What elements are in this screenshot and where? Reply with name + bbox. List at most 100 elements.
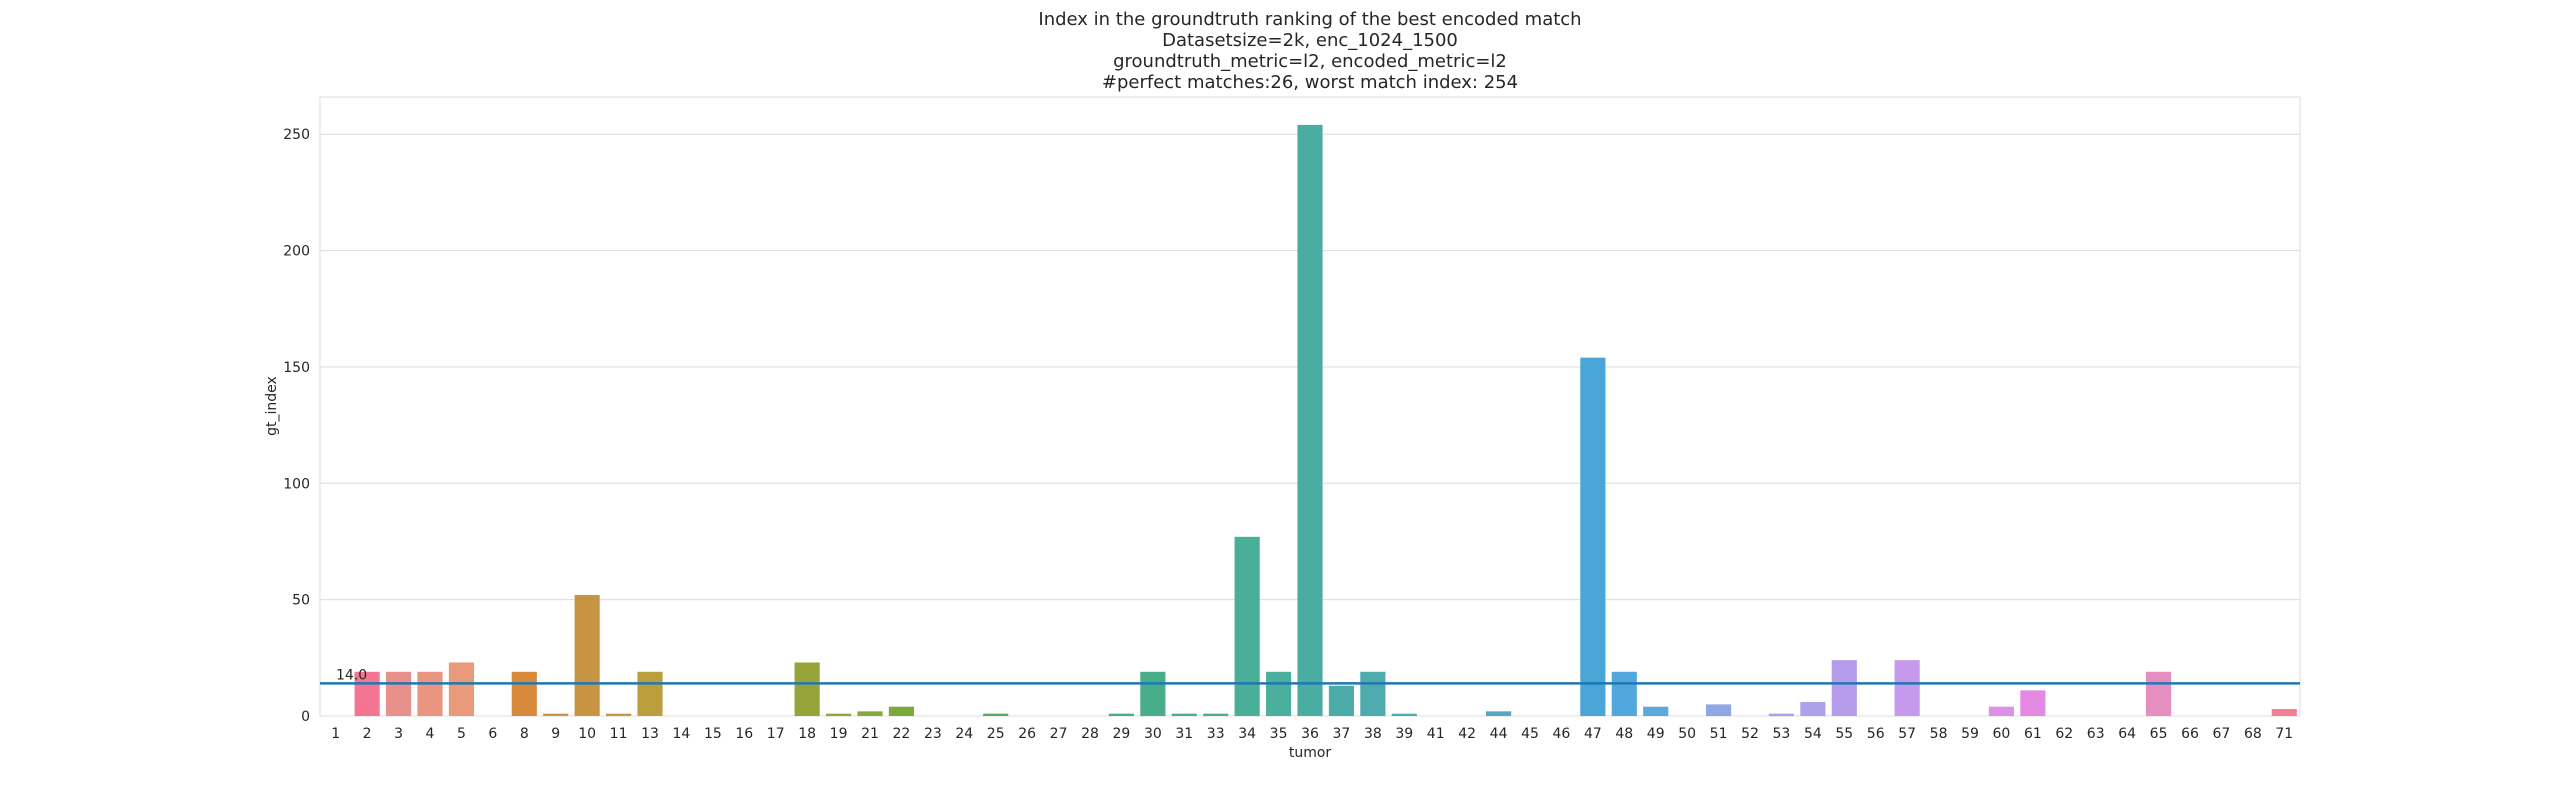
bar-tumor-21	[857, 711, 883, 716]
x-tick-label: 66	[2181, 726, 2199, 742]
bar-tumor-49	[1643, 706, 1669, 716]
bar-tumor-60	[1988, 706, 2014, 716]
bar-tumor-4	[417, 671, 443, 716]
bar-tumor-48	[1611, 671, 1637, 716]
y-gridlines	[320, 133, 2300, 717]
x-tick-label: 42	[1458, 726, 1476, 742]
bar-tumor-57	[1894, 660, 1920, 716]
x-tick-label: 11	[610, 726, 628, 742]
x-tick-label: 1	[331, 726, 340, 742]
x-tick-label: 16	[735, 726, 753, 742]
x-tick-label: 60	[1993, 726, 2011, 742]
x-tick-label: 47	[1584, 726, 1602, 742]
bar-tumor-8	[511, 671, 537, 716]
bar-tumor-11	[606, 713, 632, 716]
bar-tumor-5	[448, 662, 474, 716]
x-tick-label: 4	[426, 726, 435, 742]
bar-tumor-39	[1391, 713, 1417, 716]
x-tick-label: 3	[394, 726, 403, 742]
title-line-3: groundtruth_metric=l2, encoded_metric=l2	[1113, 51, 1507, 72]
x-tick-label: 39	[1395, 726, 1413, 742]
bar-tumor-13	[637, 671, 663, 716]
x-tick-label: 41	[1427, 726, 1445, 742]
bar-tumor-9	[543, 713, 569, 716]
x-tick-label: 34	[1238, 726, 1256, 742]
x-tick-label: 26	[1018, 726, 1036, 742]
x-tick-label: 15	[704, 726, 722, 742]
x-tick-labels: 1 2 3 4 5 6 8 9 10 11 13 14 15 16 17 18 19 21 22 23 24 25 26 27…	[331, 726, 2293, 742]
x-tick-label: 56	[1867, 726, 1885, 742]
x-tick-label: 65	[2150, 726, 2168, 742]
bar-tumor-10	[574, 594, 600, 716]
bar-tumor-44	[1486, 711, 1512, 716]
bar-tumor-22	[888, 706, 914, 716]
x-tick-label: 51	[1710, 726, 1728, 742]
bar-tumor-53	[1768, 713, 1794, 716]
bar-tumor-38	[1360, 671, 1386, 716]
y-tick-label: 50	[292, 593, 310, 609]
bar-tumor-55	[1831, 660, 1857, 716]
x-tick-label: 52	[1741, 726, 1759, 742]
y-axis-label: gt_index	[264, 376, 280, 436]
bar-tumor-37	[1328, 685, 1354, 716]
x-tick-label: 57	[1898, 726, 1916, 742]
x-tick-label: 8	[520, 726, 529, 742]
title-line-4: #perfect matches:26, worst match index: …	[1102, 72, 1518, 93]
x-tick-label: 62	[2055, 726, 2073, 742]
bar-tumor-18	[794, 662, 820, 716]
x-tick-label: 9	[551, 726, 560, 742]
x-tick-label: 59	[1961, 726, 1979, 742]
x-tick-label: 49	[1647, 726, 1665, 742]
bar-tumor-34	[1234, 536, 1260, 716]
x-tick-label: 29	[1113, 726, 1131, 742]
x-tick-label: 14	[673, 726, 691, 742]
x-tick-label: 5	[457, 726, 466, 742]
x-tick-label: 28	[1081, 726, 1099, 742]
bar-tumor-51	[1706, 704, 1732, 716]
x-tick-label: 54	[1804, 726, 1822, 742]
x-tick-label: 48	[1615, 726, 1633, 742]
x-tick-label: 30	[1144, 726, 1162, 742]
bar-tumor-30	[1140, 671, 1166, 716]
x-tick-label: 36	[1301, 726, 1319, 742]
x-tick-label: 27	[1050, 726, 1068, 742]
y-tick-label: 100	[283, 476, 310, 492]
x-tick-label: 64	[2118, 726, 2136, 742]
bar-tumor-35	[1266, 671, 1292, 716]
x-tick-label: 44	[1490, 726, 1508, 742]
x-tick-label: 10	[578, 726, 596, 742]
x-tick-label: 23	[924, 726, 942, 742]
x-tick-label: 38	[1364, 726, 1382, 742]
x-tick-label: 31	[1175, 726, 1193, 742]
x-tick-label: 24	[955, 726, 973, 742]
y-tick-label: 200	[283, 244, 310, 260]
bar-tumor-54	[1800, 702, 1826, 716]
bar-tumor-3	[386, 671, 412, 716]
x-tick-label: 2	[363, 726, 372, 742]
x-tick-label: 53	[1773, 726, 1791, 742]
y-tick-label: 150	[283, 360, 310, 376]
x-tick-label: 21	[861, 726, 879, 742]
bar-tumor-29	[1108, 713, 1134, 716]
x-tick-label: 68	[2244, 726, 2262, 742]
x-tick-label: 25	[987, 726, 1005, 742]
bar-tumor-65	[2146, 671, 2172, 716]
x-tick-label: 63	[2087, 726, 2105, 742]
bar-tumor-61	[2020, 690, 2046, 716]
x-axis-label: tumor	[1289, 745, 1332, 761]
x-tick-label: 50	[1678, 726, 1696, 742]
bars	[354, 124, 2297, 717]
x-tick-label: 6	[488, 726, 497, 742]
x-tick-label: 67	[2213, 726, 2231, 742]
y-tick-label: 0	[301, 709, 310, 725]
bar-tumor-36	[1297, 124, 1323, 717]
bar-tumor-19	[826, 713, 852, 716]
x-tick-label: 45	[1521, 726, 1539, 742]
x-tick-label: 61	[2024, 726, 2042, 742]
chart-title: Index in the groundtruth ranking of the …	[1038, 9, 1581, 93]
mean-line-label: 14.0	[336, 667, 367, 683]
x-tick-label: 71	[2275, 726, 2293, 742]
x-tick-label: 13	[641, 726, 659, 742]
reference-line: 14.0	[320, 667, 2300, 685]
